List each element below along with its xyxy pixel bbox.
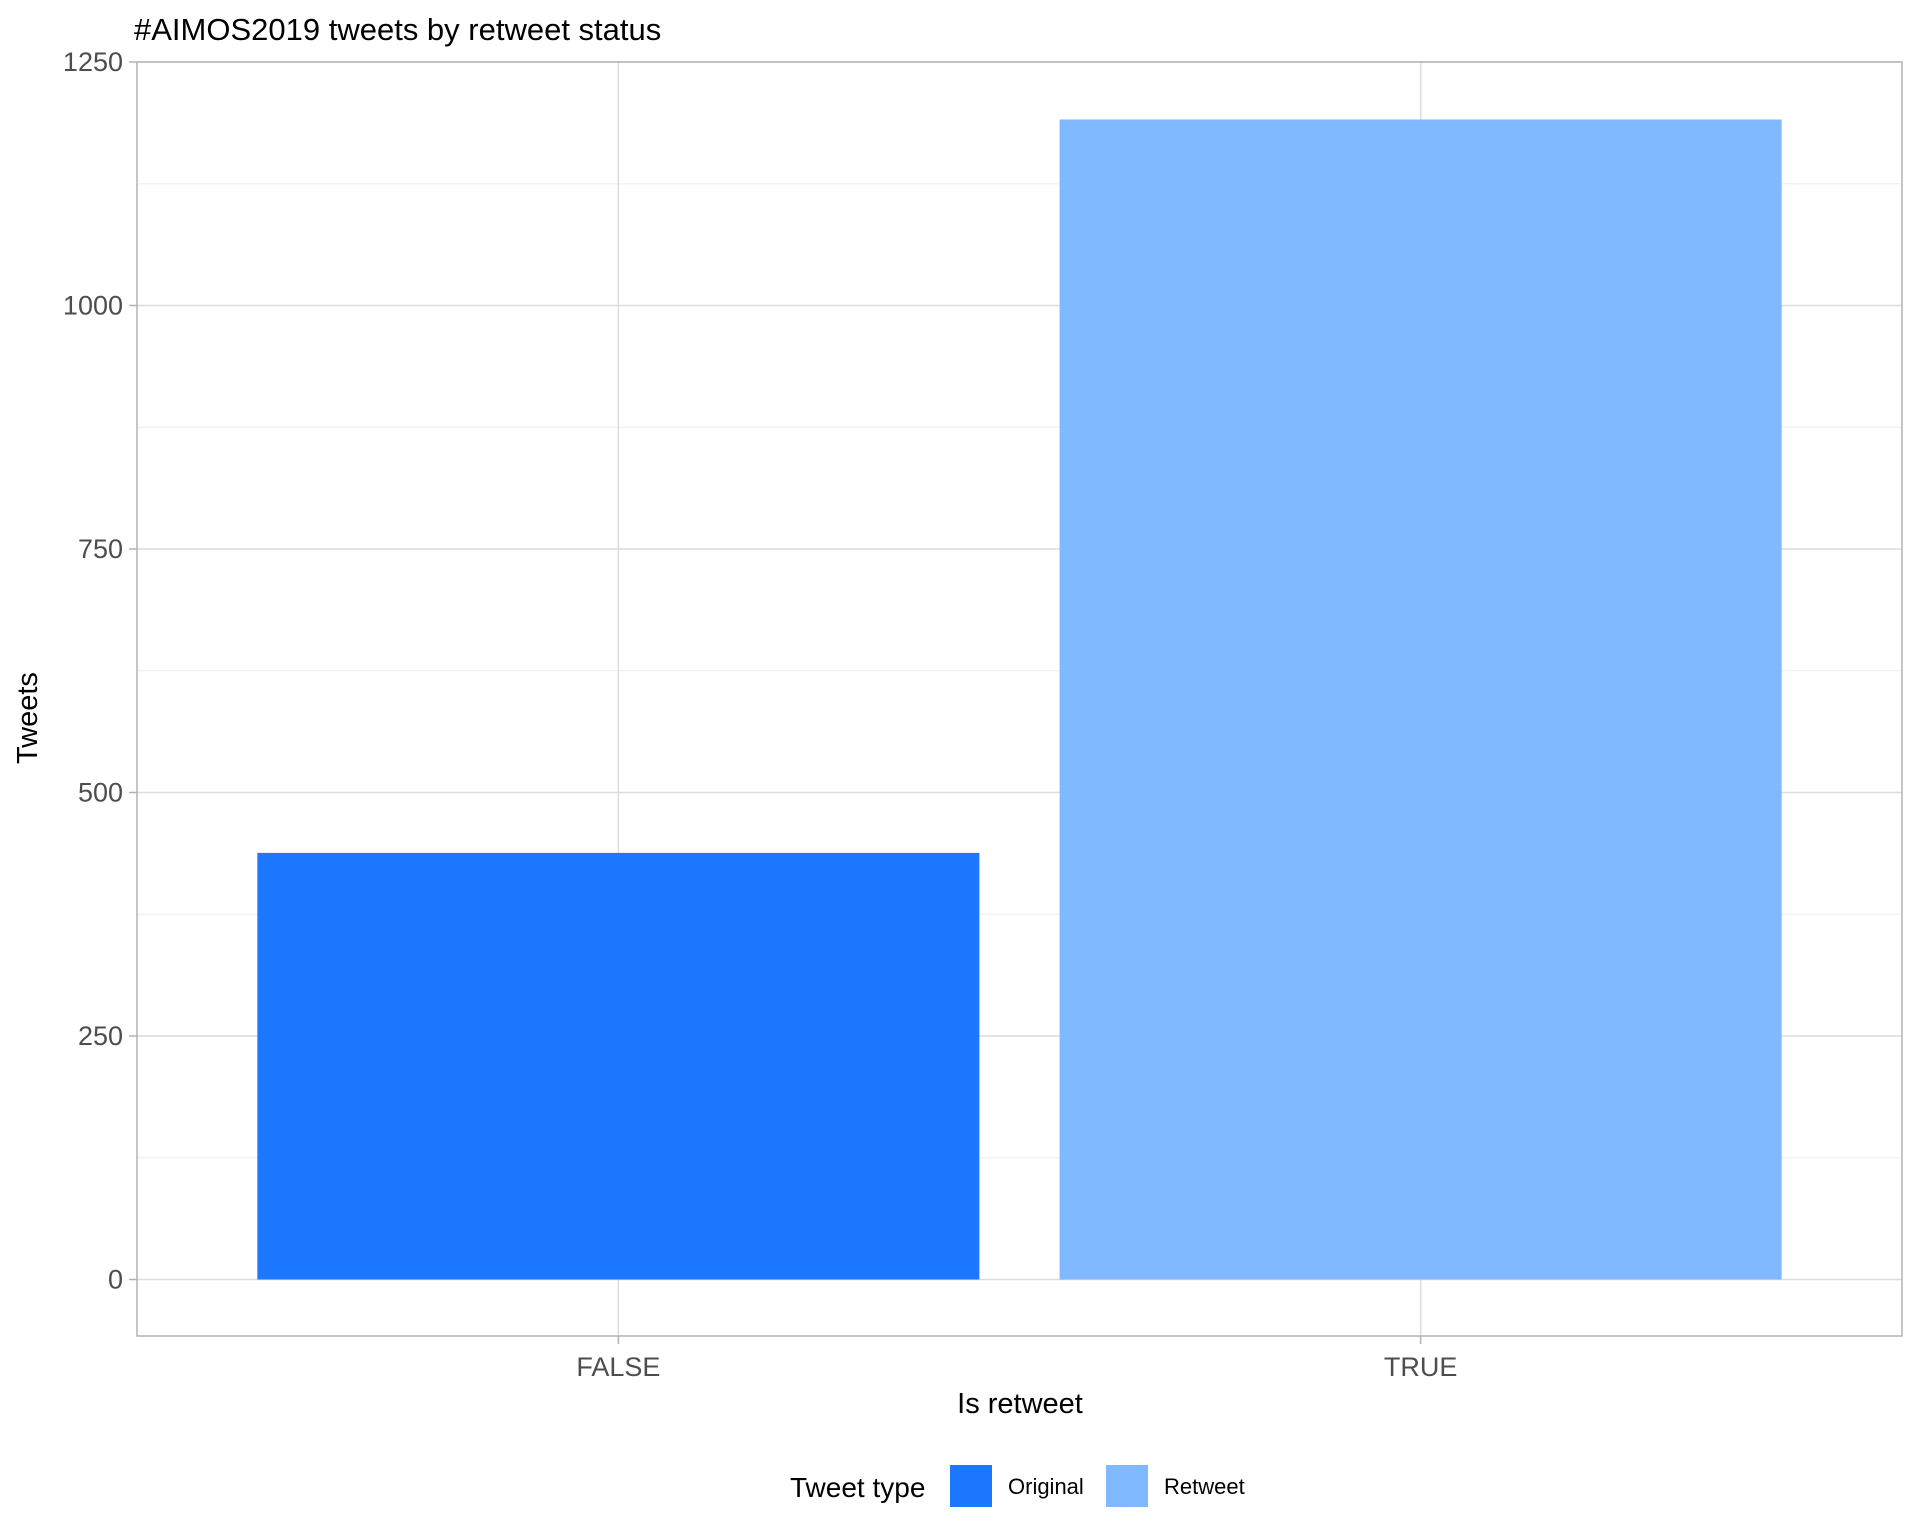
x-tick-label: TRUE bbox=[1384, 1352, 1458, 1382]
legend-label-retweet: Retweet bbox=[1164, 1474, 1245, 1499]
legend: Tweet type Original Retweet bbox=[790, 1465, 1245, 1507]
x-axis-title: Is retweet bbox=[957, 1388, 1083, 1420]
bar-true bbox=[1059, 119, 1782, 1280]
legend-swatch-original bbox=[950, 1465, 992, 1507]
panel-border bbox=[136, 61, 1903, 1337]
axis-ticks bbox=[129, 61, 1422, 1344]
x-tick-label: FALSE bbox=[576, 1352, 660, 1382]
y-tick-label: 1000 bbox=[63, 291, 123, 321]
legend-label-original: Original bbox=[1008, 1474, 1084, 1499]
y-tick-label: 0 bbox=[108, 1265, 123, 1295]
bar-false bbox=[257, 852, 980, 1280]
y-tick-label: 750 bbox=[78, 534, 123, 564]
y-tick-label: 1250 bbox=[63, 47, 123, 77]
legend-swatch-retweet bbox=[1106, 1465, 1148, 1507]
chart-title: #AIMOS2019 tweets by retweet status bbox=[134, 12, 661, 47]
y-tick-label: 250 bbox=[78, 1021, 123, 1051]
y-tick-label: 500 bbox=[78, 778, 123, 808]
bars bbox=[257, 119, 1782, 1280]
y-axis-title: Tweets bbox=[12, 672, 44, 764]
legend-title: Tweet type bbox=[790, 1472, 925, 1503]
